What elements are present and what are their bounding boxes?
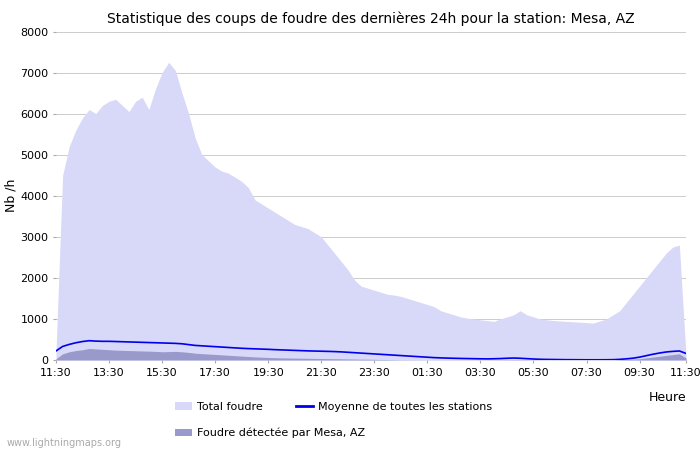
Text: Heure: Heure <box>648 391 686 404</box>
Y-axis label: Nb /h: Nb /h <box>4 179 18 212</box>
Title: Statistique des coups de foudre des dernières 24h pour la station: Mesa, AZ: Statistique des coups de foudre des dern… <box>107 12 635 26</box>
Legend: Foudre détectée par Mesa, AZ: Foudre détectée par Mesa, AZ <box>175 428 365 438</box>
Text: www.lightningmaps.org: www.lightningmaps.org <box>7 438 122 448</box>
